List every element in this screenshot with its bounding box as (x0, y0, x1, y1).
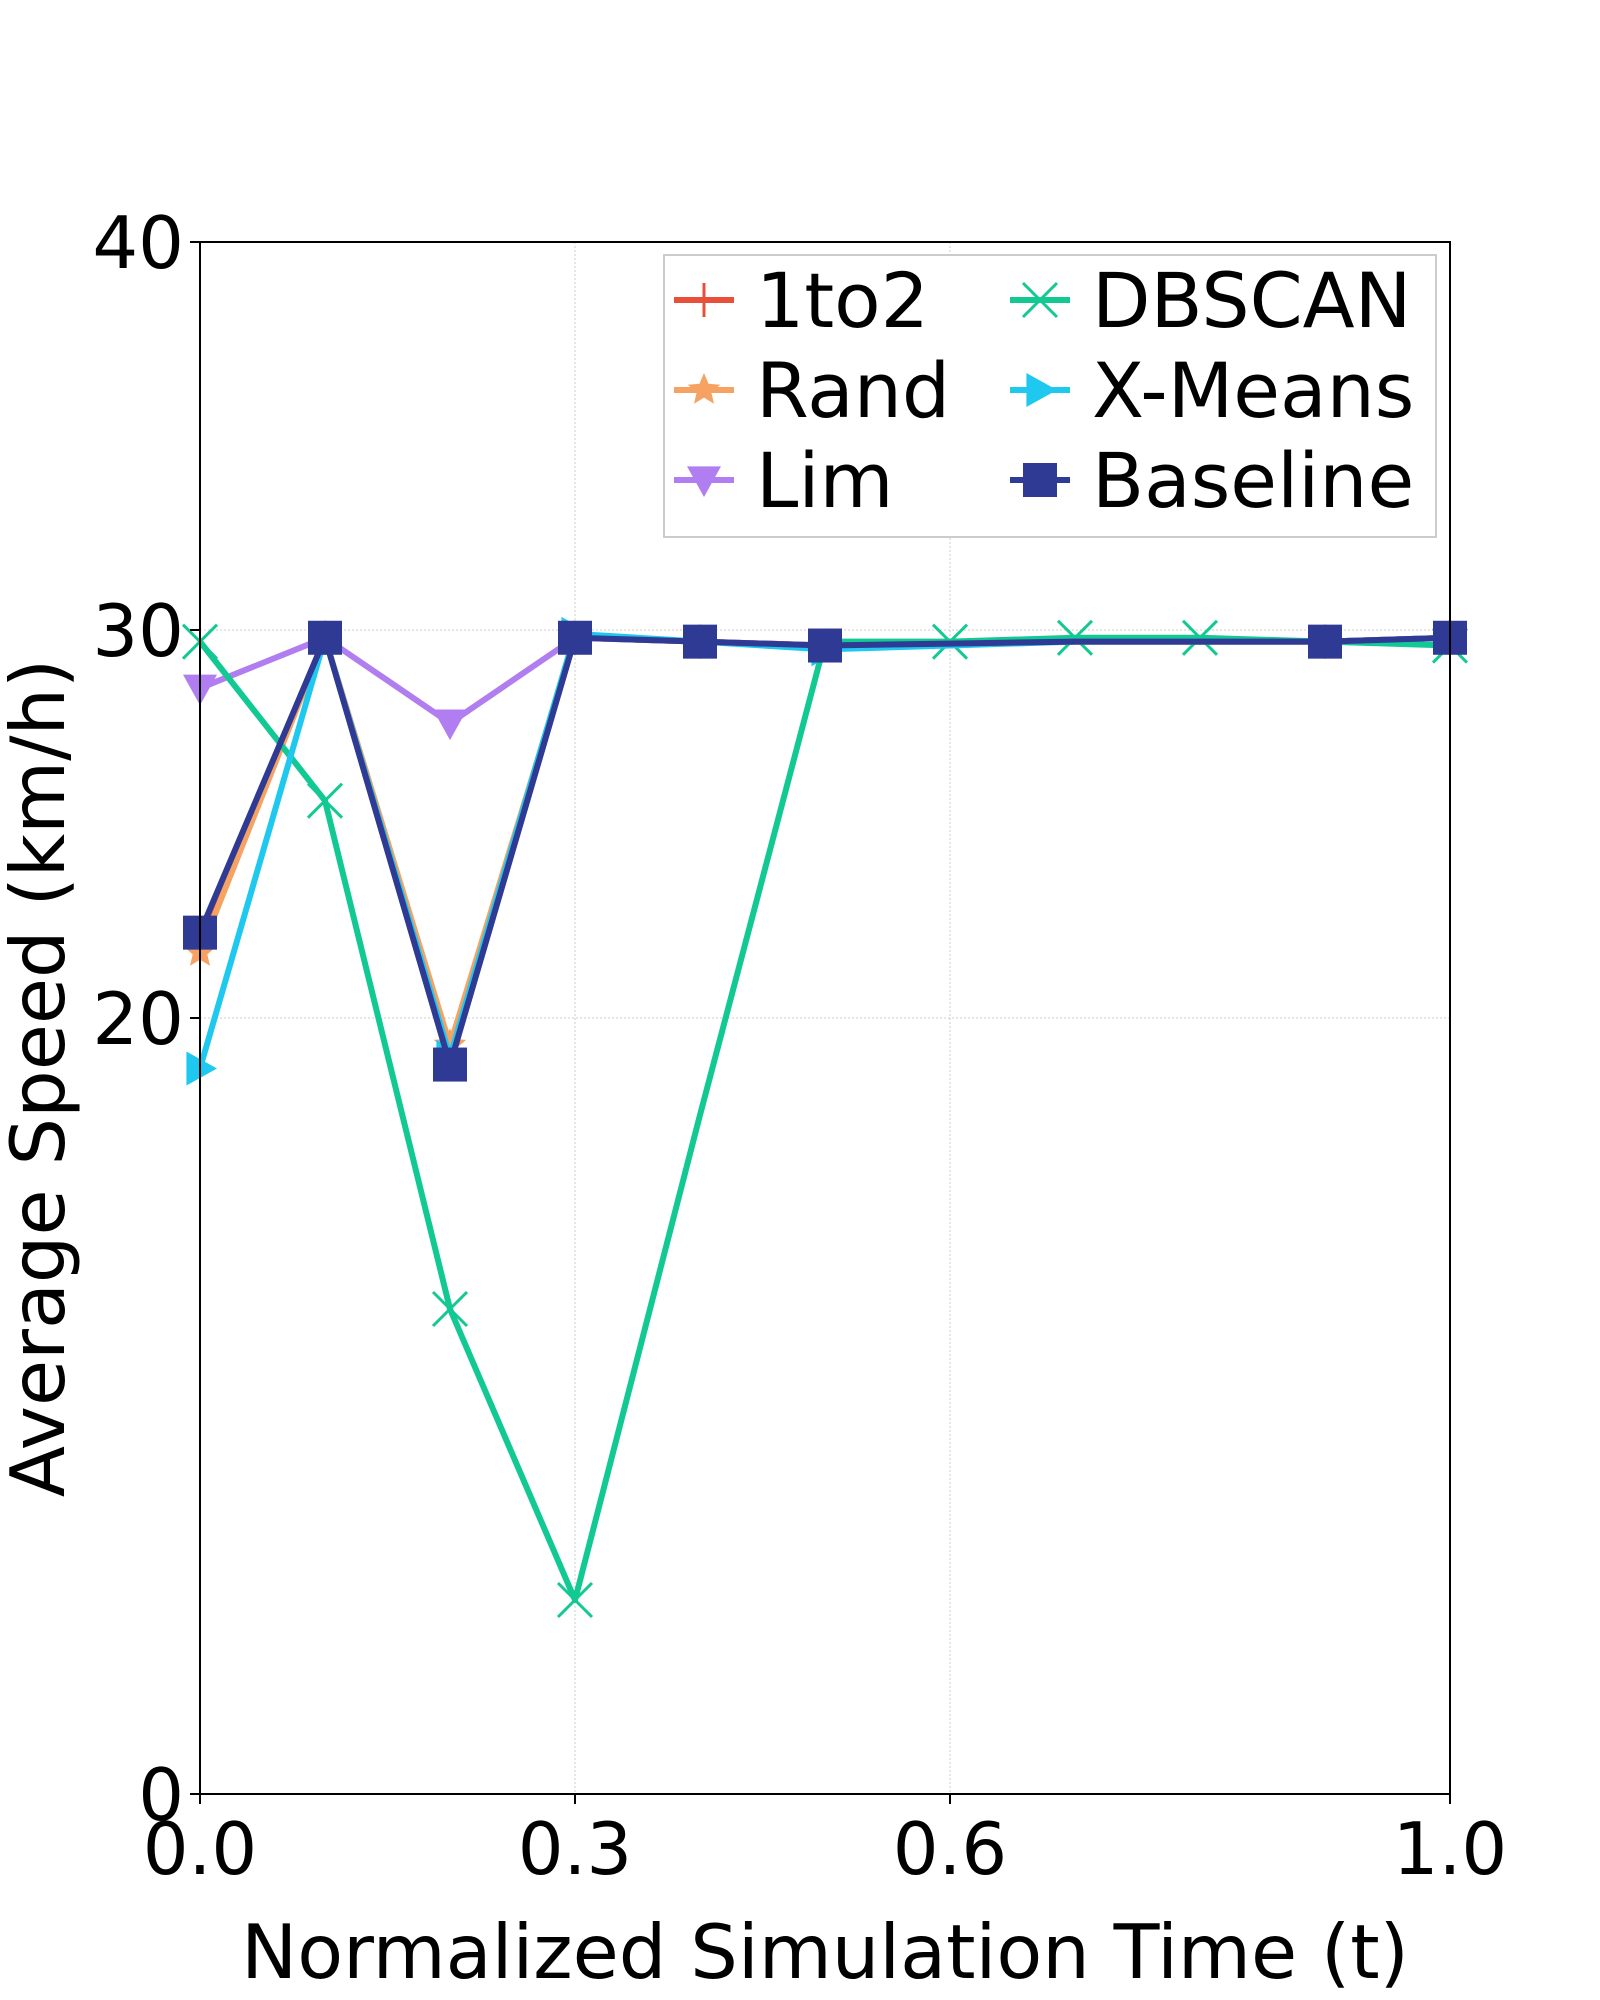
legend-swatch-marker (687, 373, 721, 404)
x-axis-title: Normalized Simulation Time (t) (241, 1908, 1409, 1996)
legend-swatch-marker (687, 466, 721, 497)
series-line-dbscan (197, 634, 1451, 1603)
data-point-baseline (308, 620, 342, 655)
legend-swatch-marker (1021, 281, 1059, 319)
legend-item-dbscan: DBSCAN (1010, 256, 1411, 345)
y-tick-label: 40 (92, 201, 184, 285)
data-point-baseline (683, 624, 717, 659)
series-baseline (183, 620, 1467, 1082)
legend-label: Baseline (1092, 436, 1414, 525)
x-tick-label: 0.0 (143, 1807, 258, 1891)
legend-item-rand: Rand (674, 346, 950, 435)
legend-item-baseline: Baseline (1010, 436, 1414, 525)
legend-swatch-marker (687, 283, 721, 317)
legend-label: X-Means (1092, 346, 1414, 435)
series-rand (183, 620, 1467, 1059)
data-point-dbscan (431, 1290, 469, 1328)
legend-swatch-marker (1026, 373, 1057, 407)
legend-item-lim: Lim (674, 436, 894, 525)
legend-item-x-means: X-Means (1010, 346, 1414, 435)
x-tick-label: 0.3 (518, 1807, 633, 1891)
legend-label: 1to2 (756, 256, 929, 345)
legend-label: DBSCAN (1092, 256, 1411, 345)
legend-item-1to2: 1to2 (674, 256, 929, 345)
legend-swatch-marker (1023, 463, 1057, 497)
y-axis-title: Average Speed (km/h) (0, 659, 82, 1498)
x-tick-label: 0.6 (893, 1807, 1008, 1891)
series-dbscan (181, 619, 1469, 1619)
x-tick-label: 1.0 (1393, 1807, 1508, 1891)
y-tick-label: 30 (92, 589, 184, 673)
y-tick-label: 20 (92, 977, 184, 1061)
data-point-dbscan (556, 1581, 594, 1619)
series-line-baseline (197, 634, 1451, 1068)
data-point-baseline (1308, 624, 1342, 659)
data-point-dbscan (1056, 619, 1094, 656)
y-tick-label: 0 (138, 1753, 184, 1837)
data-point-dbscan (1181, 619, 1219, 656)
data-point-baseline (433, 1047, 467, 1082)
legend-label: Rand (756, 346, 950, 435)
data-point-dbscan (306, 782, 344, 819)
series-lines (181, 616, 1469, 1619)
data-point-baseline (558, 620, 592, 655)
legend-label: Lim (756, 436, 894, 525)
axis-ticks: 0.0 0.3 0.6 1.0 0 20 30 40 (92, 201, 1507, 1891)
data-point-x-means (186, 1051, 217, 1086)
data-point-baseline (808, 628, 842, 663)
data-point-lim (433, 709, 467, 741)
